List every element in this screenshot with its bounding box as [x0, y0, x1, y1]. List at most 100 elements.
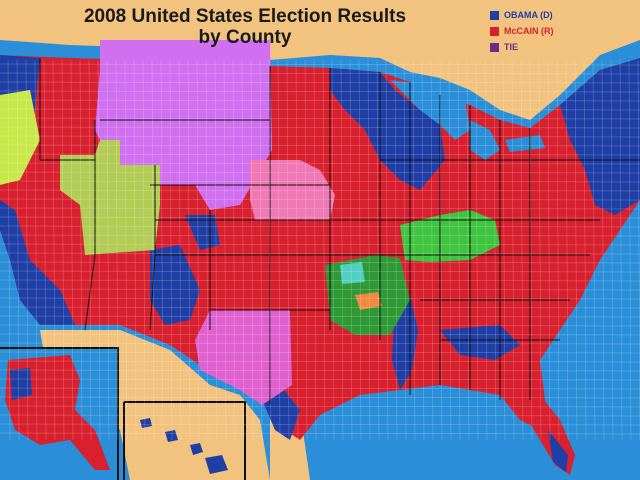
county-line [151, 59, 155, 441]
county-line [520, 59, 524, 441]
county-line [493, 59, 497, 441]
county-line [583, 59, 587, 441]
county-line [412, 59, 416, 441]
state-border-line [84, 254, 96, 331]
county-line [592, 59, 596, 441]
county-line [0, 117, 640, 120]
county-line [484, 59, 488, 441]
county-line [0, 135, 640, 138]
county-line [349, 59, 353, 441]
county-line [0, 360, 640, 363]
county-line [358, 59, 362, 441]
county-line [601, 59, 605, 441]
county-line [124, 59, 128, 441]
legend-label-tie: TIE [504, 42, 519, 52]
county-line [0, 306, 640, 309]
county-line [286, 59, 290, 441]
county-line [142, 59, 146, 441]
county-line [0, 324, 640, 327]
county-line [160, 59, 164, 441]
county-line [475, 59, 479, 441]
county-line [547, 59, 551, 441]
county-line [511, 59, 515, 441]
county-line [115, 59, 119, 441]
county-line [0, 144, 640, 147]
county-line [0, 396, 640, 399]
county-line [313, 59, 317, 441]
county-line [196, 59, 200, 441]
county-line [268, 59, 272, 441]
hawaii-inset-frame [123, 401, 246, 480]
county-line [0, 63, 640, 66]
county-line [0, 369, 640, 372]
county-line [214, 59, 218, 441]
county-line [277, 59, 281, 441]
county-line [0, 387, 640, 390]
legend: OBAMA (D) McCAIN (R) TIE [490, 8, 580, 56]
county-line [187, 59, 191, 441]
county-line [0, 252, 640, 255]
county-borders [0, 59, 640, 441]
county-line [376, 59, 380, 441]
florida-obama-south [548, 430, 568, 472]
county-line [538, 59, 542, 441]
county-line [97, 59, 101, 441]
county-line [43, 59, 47, 441]
county-line [223, 59, 227, 441]
legend-swatch-obama [490, 10, 499, 20]
county-line [61, 59, 65, 441]
county-line [0, 270, 640, 273]
county-line [0, 405, 640, 408]
county-line [0, 297, 640, 300]
county-line [0, 243, 640, 246]
legend-item-obama: OBAMA (D) [490, 8, 580, 22]
county-line [0, 234, 640, 237]
county-line [304, 59, 308, 441]
state-border-line [149, 254, 156, 331]
county-line [0, 126, 640, 129]
county-line [0, 162, 640, 165]
county-line [0, 216, 640, 219]
county-line [0, 432, 640, 435]
county-line [331, 59, 335, 441]
county-line [295, 59, 299, 441]
county-line [394, 59, 398, 441]
county-line [322, 59, 326, 441]
county-line [0, 288, 640, 291]
county-line [0, 279, 640, 282]
region-lime-west [0, 90, 40, 185]
county-line [340, 59, 344, 441]
county-line [0, 99, 640, 102]
county-line [178, 59, 182, 441]
county-line [0, 414, 640, 417]
county-line [619, 59, 623, 441]
county-line [0, 351, 640, 354]
county-line [430, 59, 434, 441]
county-line [502, 59, 506, 441]
county-line [34, 59, 38, 441]
county-line [0, 261, 640, 264]
alaska [5, 355, 110, 470]
county-line [0, 81, 640, 84]
county-line [0, 315, 640, 318]
county-line [0, 189, 640, 192]
county-line [0, 423, 640, 426]
county-line [421, 59, 425, 441]
county-line [7, 59, 11, 441]
county-line [205, 59, 209, 441]
great-lakes [390, 80, 545, 160]
legend-swatch-mccain [490, 26, 499, 36]
county-line [529, 59, 533, 441]
county-line [556, 59, 560, 441]
region-teal-ozark [340, 262, 365, 284]
legend-item-tie: TIE [490, 40, 580, 54]
county-line [0, 198, 640, 201]
county-line [457, 59, 461, 441]
county-line [0, 225, 640, 228]
county-line [133, 59, 137, 441]
legend-label-obama: OBAMA (D) [504, 10, 553, 20]
county-line [448, 59, 452, 441]
county-line [88, 59, 92, 441]
